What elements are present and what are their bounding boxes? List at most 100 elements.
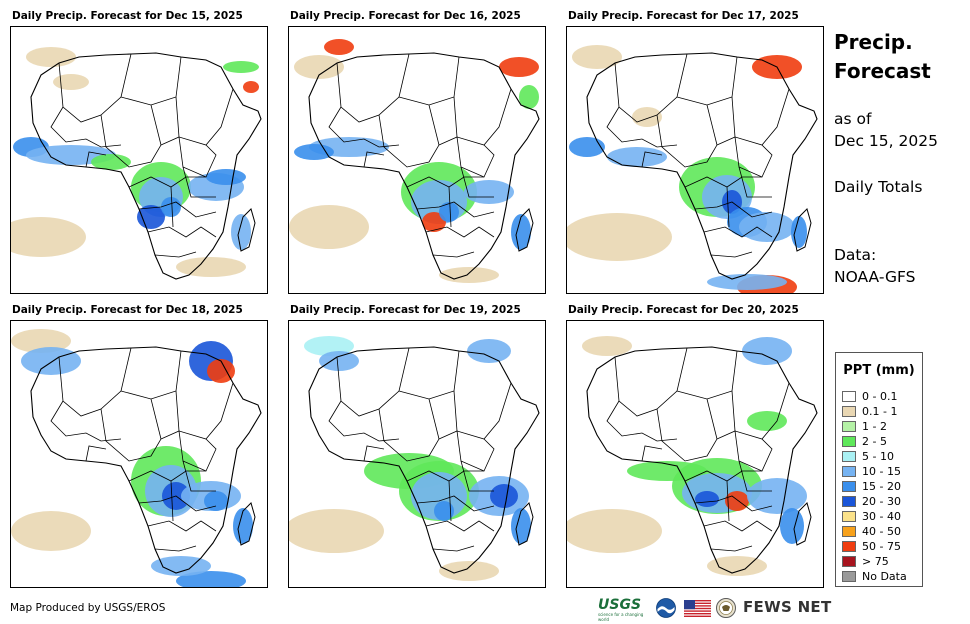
country-border xyxy=(100,104,162,168)
forecast-panel-dec-19: Daily Precip. Forecast for Dec 19, 2025 xyxy=(288,304,546,590)
legend-item: No Data xyxy=(842,569,907,583)
country-border xyxy=(726,480,730,522)
country-border xyxy=(716,136,773,178)
country-border xyxy=(154,251,197,258)
map-credit: Map Produced by USGS/EROS xyxy=(10,602,166,614)
panel-title: Daily Precip. Forecast for Dec 17, 2025 xyxy=(568,10,799,22)
country-border xyxy=(154,545,197,552)
africa-outline xyxy=(586,346,818,574)
forecast-panel-dec-15: Daily Precip. Forecast for Dec 15, 2025 xyxy=(10,10,268,296)
legend-item: 15 - 20 xyxy=(842,479,901,493)
as-of-date: Dec 15, 2025 xyxy=(834,132,938,150)
country-border xyxy=(120,350,182,400)
country-border xyxy=(656,398,718,462)
forecast-map xyxy=(288,26,546,294)
country-border xyxy=(182,460,216,492)
legend-label: 30 - 40 xyxy=(862,509,901,523)
country-border xyxy=(731,88,790,146)
country-border xyxy=(363,445,385,462)
country-border xyxy=(160,430,217,472)
country-border xyxy=(425,226,495,238)
legend-swatch xyxy=(842,465,856,477)
precip-patches xyxy=(567,336,807,576)
forecast-map xyxy=(288,320,546,588)
country-border xyxy=(694,495,773,512)
legend-label: 20 - 30 xyxy=(862,494,901,508)
country-border xyxy=(328,400,400,442)
precip-patches xyxy=(289,336,531,581)
legend-swatch xyxy=(842,435,856,447)
legend-label: 0 - 0.1 xyxy=(862,389,898,403)
madagascar-outline xyxy=(515,502,534,546)
country-border xyxy=(85,445,107,462)
legend-item: 40 - 50 xyxy=(842,524,901,538)
country-border xyxy=(398,56,460,106)
country-border xyxy=(170,186,174,228)
legend-label: 50 - 75 xyxy=(862,539,901,553)
side-title: Precip. Forecast xyxy=(834,28,954,86)
usgs-logo-text: USGS xyxy=(598,597,642,613)
country-border xyxy=(453,88,512,146)
legend-item: 20 - 30 xyxy=(842,494,901,508)
country-border xyxy=(175,382,234,440)
legend-item: 2 - 5 xyxy=(842,434,887,448)
country-border xyxy=(703,520,773,532)
legend-label: > 75 xyxy=(862,554,889,568)
madagascar-outline xyxy=(237,208,256,252)
country-border xyxy=(363,151,385,168)
legend-label: 40 - 50 xyxy=(862,524,901,538)
madagascar-outline xyxy=(237,502,256,546)
country-border xyxy=(50,400,122,442)
precip-patches xyxy=(11,329,253,587)
country-border xyxy=(182,166,216,198)
africa-map xyxy=(567,45,818,293)
legend-swatch xyxy=(842,450,856,462)
country-border xyxy=(120,56,182,106)
country-border xyxy=(175,88,234,146)
legend-swatch xyxy=(842,510,856,522)
panel-title: Daily Precip. Forecast for Dec 19, 2025 xyxy=(290,304,521,316)
legend-swatch xyxy=(842,525,856,537)
legend-swatch xyxy=(842,405,856,417)
legend-swatch xyxy=(842,495,856,507)
data-source-label: Data: xyxy=(834,246,877,264)
legend-swatch xyxy=(842,420,856,432)
africa-map xyxy=(289,336,540,581)
country-border xyxy=(416,495,495,512)
legend-label: No Data xyxy=(862,569,907,583)
precip-patches xyxy=(11,47,259,277)
country-border xyxy=(606,400,678,442)
legend-item: 0.1 - 1 xyxy=(842,404,897,418)
legend-swatch xyxy=(842,555,856,567)
country-border xyxy=(448,186,452,228)
country-border xyxy=(641,445,663,462)
precip-patches xyxy=(289,39,539,283)
country-border xyxy=(731,382,790,440)
country-border xyxy=(738,460,772,492)
side-title-line2: Forecast xyxy=(834,59,931,83)
as-of-label: as of xyxy=(834,110,872,128)
country-border xyxy=(438,430,495,472)
legend-label: 1 - 2 xyxy=(862,419,887,433)
legend-label: 15 - 20 xyxy=(862,479,901,493)
legend-item: 0 - 0.1 xyxy=(842,389,897,403)
country-border xyxy=(425,520,495,532)
africa-map xyxy=(567,336,818,576)
country-border xyxy=(432,545,475,552)
panel-title: Daily Precip. Forecast for Dec 18, 2025 xyxy=(12,304,243,316)
country-border xyxy=(378,104,440,168)
legend-item: > 75 xyxy=(842,554,889,568)
africa-outline xyxy=(30,52,262,280)
side-title-line1: Precip. xyxy=(834,30,913,54)
precip-patches xyxy=(567,45,807,293)
country-border xyxy=(460,166,494,198)
legend-item: 30 - 40 xyxy=(842,509,901,523)
country-border xyxy=(58,53,132,123)
country-border xyxy=(416,201,495,218)
legend-swatch xyxy=(842,480,856,492)
legend-item: 5 - 10 xyxy=(842,449,894,463)
country-border xyxy=(656,104,718,168)
country-border xyxy=(398,350,460,400)
legend-label: 0.1 - 1 xyxy=(862,404,898,418)
